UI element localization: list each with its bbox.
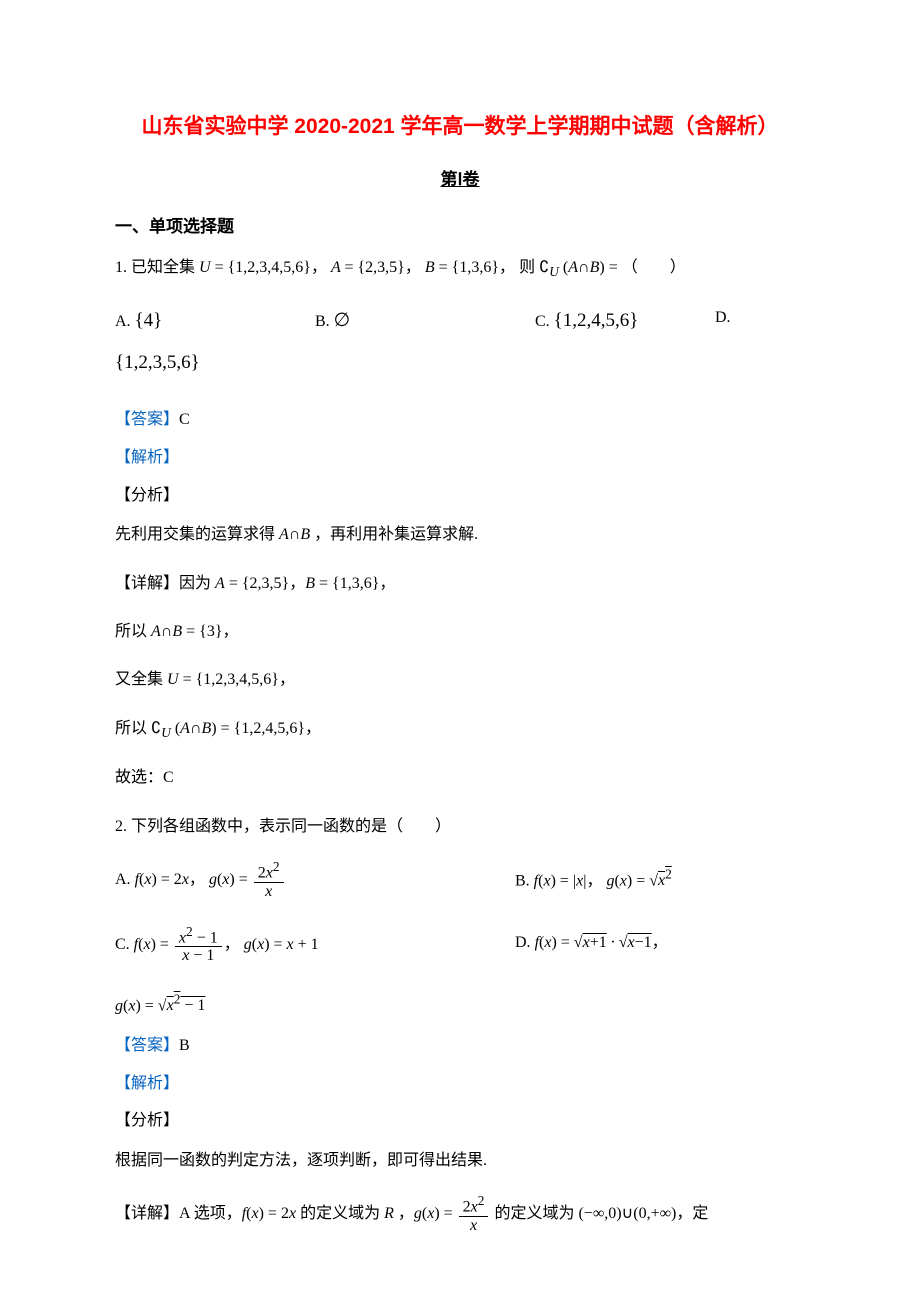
q1-stem: 1. 已知全集 U = {1,2,3,4,5,6}， A = {2,3,5}， … <box>115 252 805 286</box>
section-header: 一、单项选择题 <box>115 213 805 240</box>
opt-value: {1,2,4,5,6} <box>554 310 639 331</box>
q2-option-d: D. f(x) = √x+1 · √x−1， <box>515 925 795 966</box>
q1-a-set: A = {2,3,5} <box>331 259 405 276</box>
q1-detail-4: 所以 ∁U (A∩B) = {1,2,4,5,6}， <box>115 714 805 746</box>
q2c-f: f(x) = <box>134 935 169 952</box>
answer-label: 【答案】 <box>115 411 179 428</box>
q1-options: A. {4} B. ∅ C. {1,2,4,5,6} D. {1,2,3,5,6… <box>115 300 805 394</box>
q2c-g: g(x) = x + 1 <box>244 935 319 952</box>
opt-label: A. <box>115 871 131 888</box>
q1-detail-1: 【详解】因为 A = {2,3,5}，B = {1,3,6}， <box>115 569 805 599</box>
q2-detail-frac: 2x2 x <box>459 1194 489 1235</box>
q2-fenxi-label: 【分析】 <box>115 1108 805 1134</box>
q2-stem: 2. 下列各组函数中，表示同一函数的是（ ） <box>115 812 805 842</box>
q2-fenxi-text: 根据同一函数的判定方法，逐项判断，即可得出结果. <box>115 1146 805 1176</box>
jiexi-label: 【解析】 <box>115 449 179 466</box>
opt-label: D. <box>715 309 731 326</box>
q2d-f: f(x) = √x+1 · √x−1 <box>535 934 652 951</box>
q2-option-a: A. f(x) = 2x， g(x) = 2x2 x <box>115 860 515 901</box>
q2-option-d-line2: g(x) = √x2 − 1 <box>115 989 805 1019</box>
answer-label: 【答案】 <box>115 1037 179 1054</box>
q2a-f: f(x) = 2x <box>135 871 189 888</box>
opt-label: C. <box>535 313 550 330</box>
q1-detail-2: 所以 A∩B = {3}， <box>115 617 805 647</box>
answer-value: C <box>179 411 190 428</box>
q1-b-set: B = {1,3,6} <box>425 259 499 276</box>
q2-answer: 【答案】B <box>115 1033 805 1059</box>
opt-value: {4} <box>135 310 163 331</box>
opt-label: B. <box>515 872 530 889</box>
q2-detail: 【详解】A 选项，f(x) = 2x 的定义域为 R ，g(x) = 2x2 x… <box>115 1194 805 1235</box>
opt-value: {1,2,3,5,6} <box>115 352 200 373</box>
q1-stem-suffix: 则 ∁U (A∩B) = （ ） <box>519 259 686 276</box>
q2b-f: f(x) = |x| <box>534 872 587 889</box>
q1-fenxi-text: 先利用交集的运算求得 A∩B ，再利用补集运算求解. <box>115 520 805 550</box>
q1-option-b: B. ∅ <box>315 300 535 342</box>
q1-option-d-value: {1,2,3,5,6} <box>115 342 805 384</box>
q1-detail-5: 故选：C <box>115 763 805 793</box>
q2a-frac: 2x2 x <box>254 860 284 901</box>
detail-label: 【详解】 <box>115 1205 179 1222</box>
q2-jiexi: 【解析】 <box>115 1071 805 1097</box>
opt-value: ∅ <box>334 310 351 331</box>
opt-label: D. <box>515 934 531 951</box>
q1-option-c: C. {1,2,4,5,6} <box>535 300 715 342</box>
part-subtitle: 第Ⅰ卷 <box>115 166 805 193</box>
opt-label: C. <box>115 935 130 952</box>
q2-option-b: B. f(x) = |x|， g(x) = √x2 <box>515 860 795 901</box>
document-title: 山东省实验中学 2020-2021 学年高一数学上学期期中试题（含解析） <box>115 110 805 144</box>
q1-option-a: A. {4} <box>115 300 315 342</box>
q1-jiexi: 【解析】 <box>115 445 805 471</box>
q1-option-d-label: D. <box>715 300 785 342</box>
q2-options: A. f(x) = 2x， g(x) = 2x2 x B. f(x) = |x|… <box>115 860 805 1033</box>
answer-value: B <box>179 1037 190 1054</box>
q2a-g: g(x) = <box>209 871 248 888</box>
q1-u-set: U = {1,2,3,4,5,6} <box>199 259 311 276</box>
q1-fenxi-label: 【分析】 <box>115 483 805 509</box>
opt-label: B. <box>315 313 330 330</box>
q1-stem-prefix: 1. 已知全集 <box>115 259 195 276</box>
q2-option-c: C. f(x) = x2 − 1 x − 1 ， g(x) = x + 1 <box>115 925 515 966</box>
q1-detail-3: 又全集 U = {1,2,3,4,5,6}， <box>115 665 805 695</box>
q2c-frac: x2 − 1 x − 1 <box>175 925 222 966</box>
opt-label: A. <box>115 313 131 330</box>
q1-answer: 【答案】C <box>115 407 805 433</box>
q2b-g: g(x) = √x2 <box>606 872 671 889</box>
jiexi-label: 【解析】 <box>115 1075 179 1092</box>
detail-label: 【详解】 <box>115 575 179 592</box>
q2d-g: g(x) = √x2 − 1 <box>115 997 205 1014</box>
